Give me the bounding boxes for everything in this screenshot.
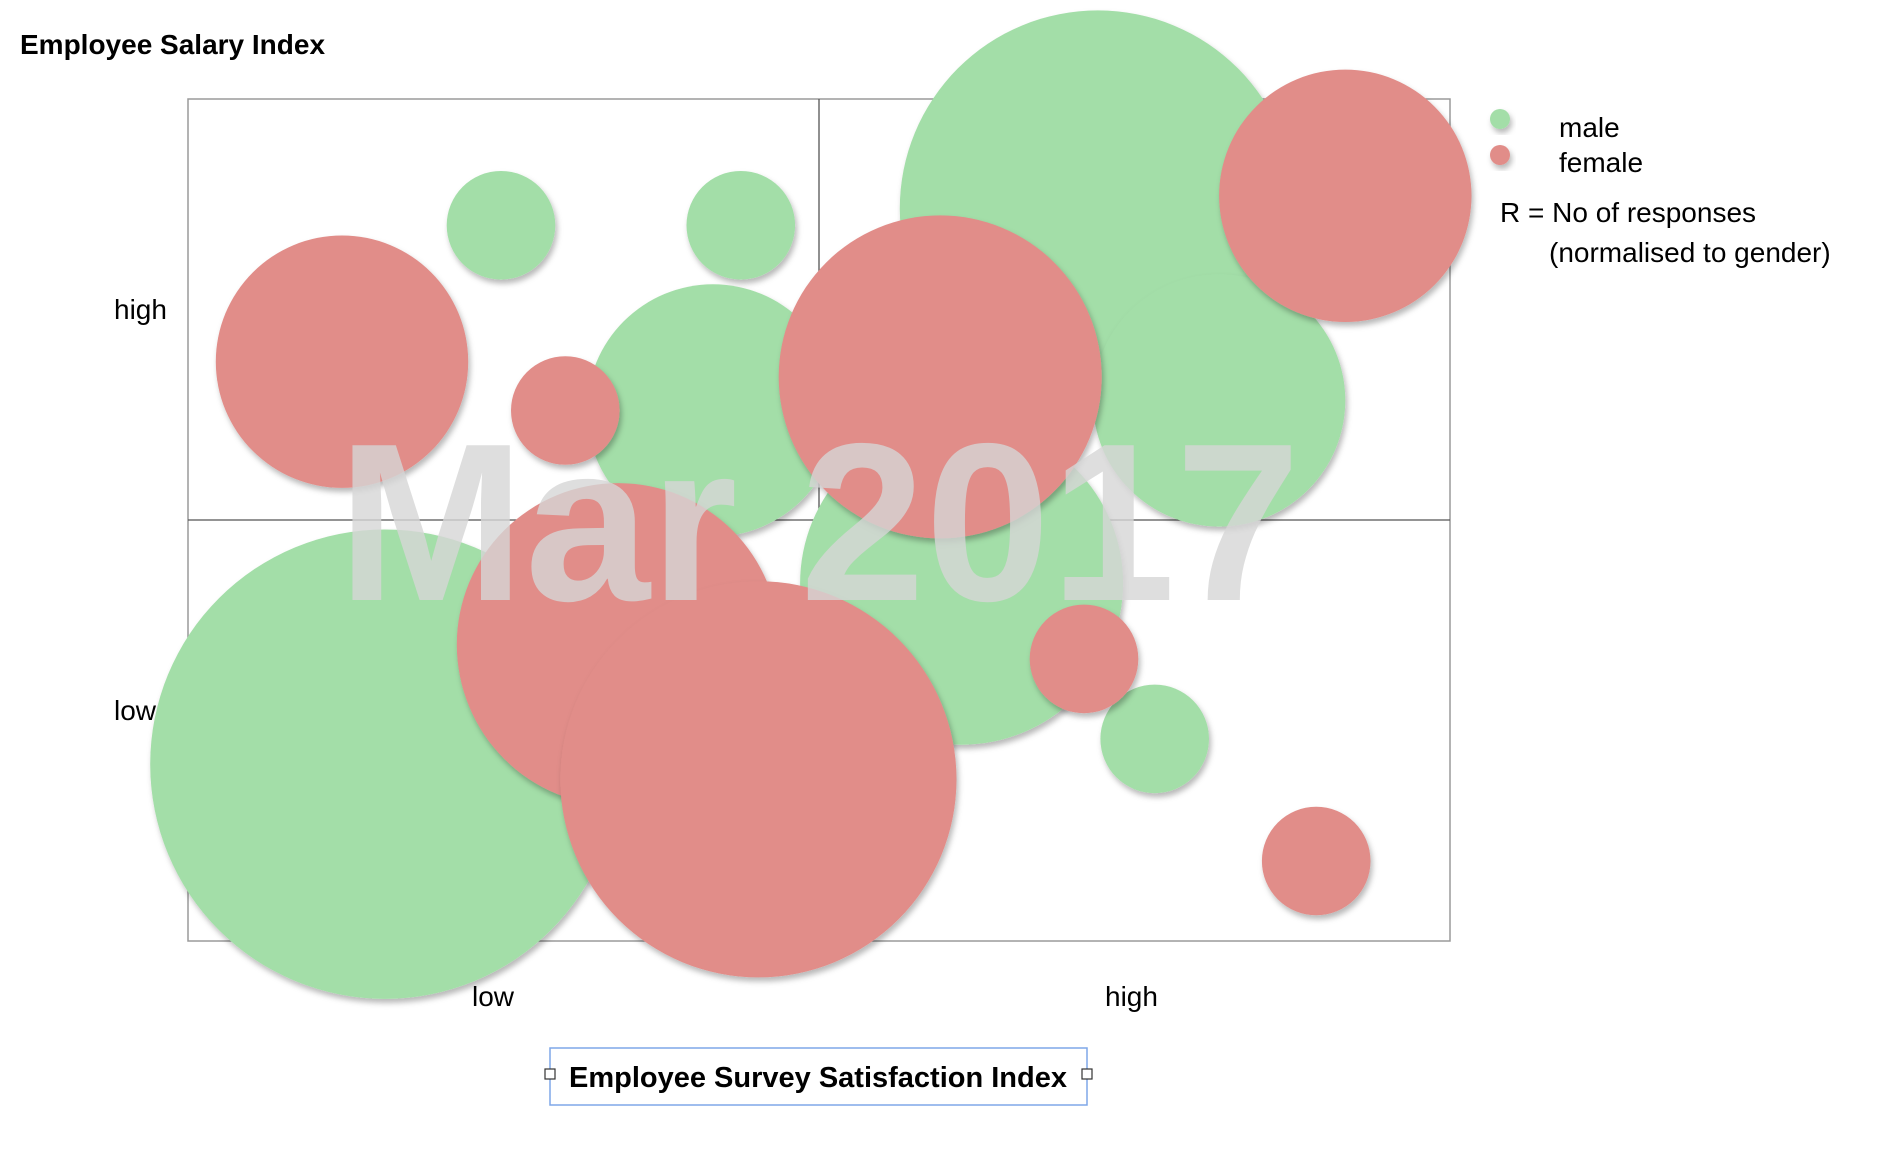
y-tick-high: high <box>114 294 167 325</box>
bubble-male-3 <box>586 284 840 537</box>
bubble-male-1 <box>446 171 556 280</box>
x-axis-title-box[interactable]: Employee Survey Satisfaction Index <box>544 1047 1093 1106</box>
y-tick-low: low <box>114 695 157 726</box>
legend-male-label: male <box>1559 112 1620 143</box>
date-watermark: Mar 2017 <box>337 396 1300 648</box>
bubble-female-6 <box>1029 604 1139 714</box>
bubble-female-1 <box>1219 69 1472 322</box>
legend: male female R = No of responses (normali… <box>1490 109 1831 268</box>
right-resize-handle[interactable] <box>1081 1068 1093 1080</box>
x-tick-low: low <box>472 981 515 1012</box>
x-axis-title[interactable]: Employee Survey Satisfaction Index <box>569 1062 1067 1094</box>
left-resize-handle[interactable] <box>544 1068 556 1080</box>
bubble-female-3 <box>511 356 620 465</box>
bubble-female-2 <box>215 235 469 488</box>
bubble-male-7 <box>1100 684 1209 794</box>
chart-title: Employee Salary Index <box>20 29 325 60</box>
bubble-female-7 <box>560 581 957 978</box>
legend-male-swatch <box>1490 109 1510 129</box>
legend-note-line2: (normalised to gender) <box>1549 237 1831 268</box>
legend-female-swatch <box>1490 145 1510 165</box>
bubble-layer <box>150 10 1472 999</box>
x-tick-high: high <box>1105 981 1158 1012</box>
legend-female-label: female <box>1559 147 1643 178</box>
bubble-female-8 <box>1261 806 1371 916</box>
bubble-male-2 <box>686 171 796 280</box>
bubble-female-4 <box>778 215 1102 539</box>
legend-note-line1: R = No of responses <box>1500 197 1756 228</box>
bubble-male-5 <box>1092 274 1346 527</box>
